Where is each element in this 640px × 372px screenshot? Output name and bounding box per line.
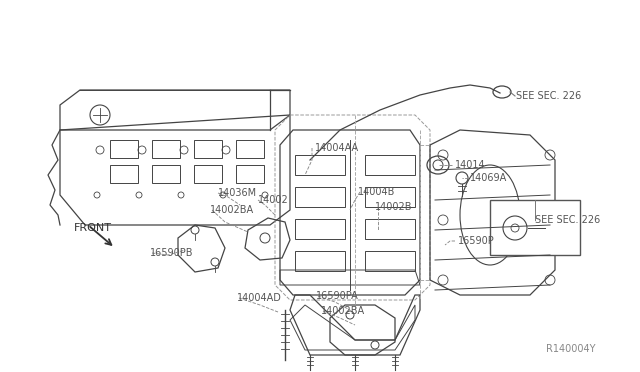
Text: SEE SEC. 226: SEE SEC. 226 (535, 215, 600, 225)
Text: 14004B: 14004B (358, 187, 396, 197)
Text: 16590PA: 16590PA (316, 291, 359, 301)
Text: 14014: 14014 (455, 160, 486, 170)
Text: 14069A: 14069A (470, 173, 508, 183)
Text: 16590PB: 16590PB (150, 248, 193, 258)
Bar (490, 200, 580, 255)
Text: 14036M: 14036M (218, 188, 257, 198)
Text: SEE SEC. 226: SEE SEC. 226 (516, 91, 581, 101)
Text: 14002BA: 14002BA (321, 306, 365, 316)
Text: 14002: 14002 (258, 195, 289, 205)
Text: 14004AA: 14004AA (315, 143, 359, 153)
Text: 14002B: 14002B (375, 202, 413, 212)
Text: 14004AD: 14004AD (237, 293, 282, 303)
Text: FRONT: FRONT (74, 223, 112, 233)
Text: 14002BA: 14002BA (210, 205, 254, 215)
Text: 16590P: 16590P (458, 236, 495, 246)
Text: R140004Y: R140004Y (546, 344, 595, 354)
